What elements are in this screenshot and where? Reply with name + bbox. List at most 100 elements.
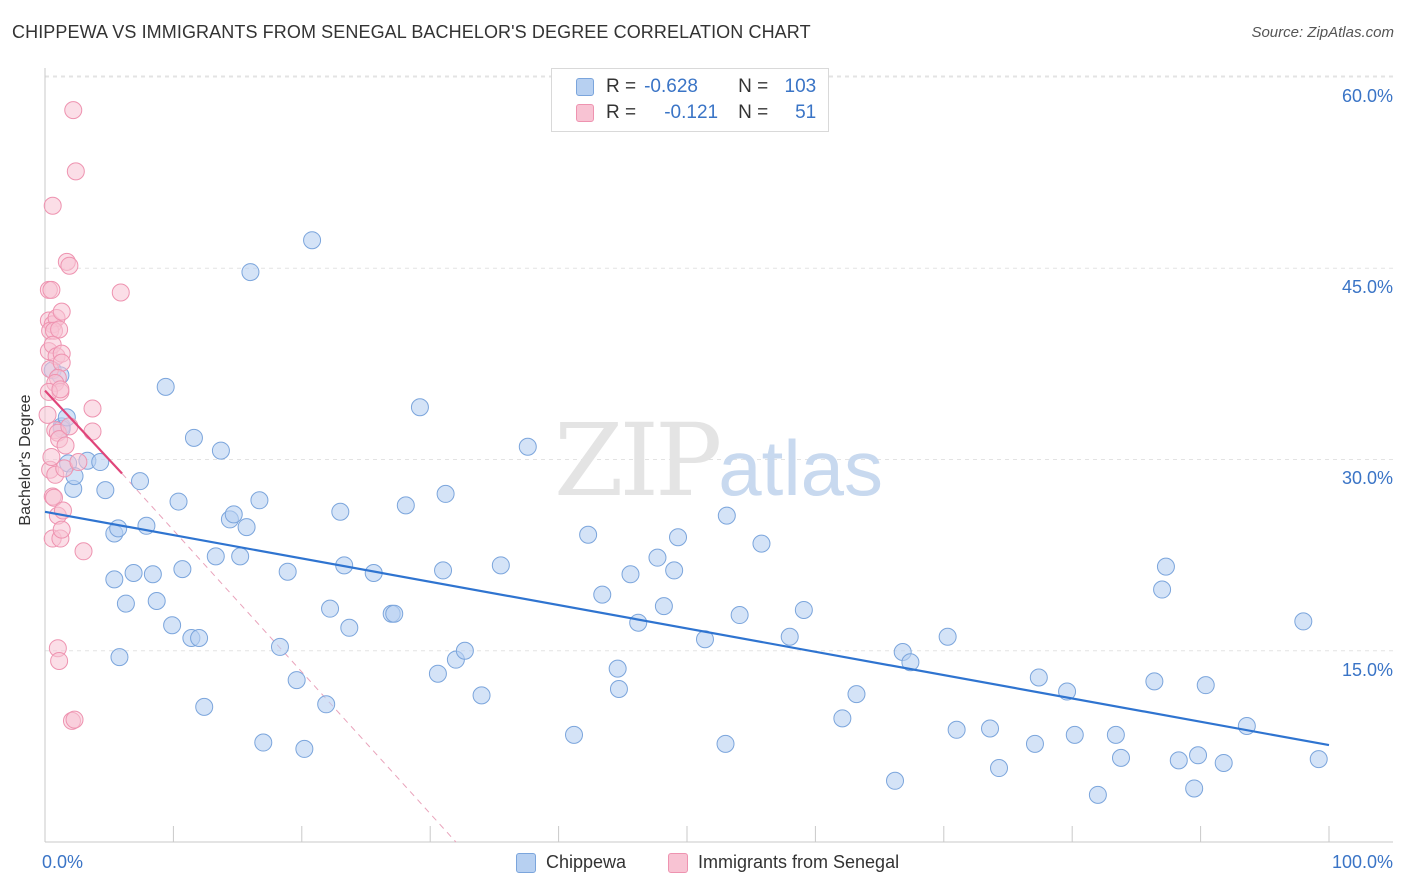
senegal-point-5 [52, 302, 71, 321]
chippewa-point-52 [410, 398, 429, 417]
chippewa-point-85 [947, 720, 966, 739]
chippewa-point-78 [794, 600, 813, 619]
chippewa-point-104 [1294, 612, 1313, 631]
bottom-legend-label-chippewa: Chippewa [546, 852, 627, 872]
chippewa-point-71 [669, 528, 688, 547]
legend-r-value-chippewa: -0.628 [644, 76, 698, 97]
senegal-point-39 [60, 256, 79, 275]
y-tick-label-30: 30.0% [1341, 468, 1393, 488]
chippewa-point-54 [434, 561, 453, 580]
chippewa-point-51 [396, 496, 415, 515]
chippewa-point-14 [110, 648, 129, 667]
chippewa-point-27 [190, 629, 209, 647]
chippewa-point-94 [1111, 748, 1130, 767]
x-tick-label-min: 0.0% [42, 852, 84, 872]
chippewa-point-77 [780, 627, 799, 646]
senegal-point-21 [56, 436, 75, 455]
legend-swatch-chippewa [576, 78, 594, 96]
chippewa-point-75 [730, 606, 749, 625]
chippewa-point-12 [109, 519, 128, 538]
chippewa-point-68 [648, 548, 667, 567]
senegal-point-49 [42, 447, 61, 466]
chippewa-point-44 [321, 599, 340, 618]
chippewa-point-26 [184, 428, 203, 447]
chippewa-point-22 [163, 616, 182, 635]
chippewa-point-35 [241, 263, 260, 282]
chippewa-point-9 [91, 453, 110, 472]
chippewa-point-10 [96, 481, 115, 500]
legend-n-value-senegal: 51 [795, 102, 817, 123]
chippewa-point-45 [331, 502, 350, 521]
chippewa-point-89 [1029, 668, 1048, 687]
senegal-points [38, 101, 130, 730]
senegal-point-22 [60, 417, 79, 436]
chart-source: Source: ZipAtlas.com [1251, 24, 1394, 41]
bottom-legend-label-senegal: Immigrants from Senegal [698, 852, 900, 872]
chippewa-point-67 [629, 613, 648, 632]
chippewa-point-61 [565, 725, 584, 744]
bottom-legend-senegal: Immigrants from Senegal [668, 852, 899, 873]
chippewa-point-63 [593, 585, 612, 604]
chippewa-point-64 [608, 659, 627, 678]
watermark-zip: ZIP [554, 402, 722, 519]
chippewa-point-28 [195, 697, 214, 716]
chippewa-point-76 [752, 534, 771, 553]
senegal-point-33 [83, 399, 102, 418]
chippewa-point-96 [1153, 580, 1172, 599]
chippewa-point-33 [231, 547, 250, 566]
chippewa-point-99 [1185, 779, 1204, 798]
bottom-legend-chippewa: Chippewa [516, 852, 626, 873]
chippewa-point-19 [143, 565, 162, 584]
chippewa-point-86 [981, 719, 1000, 738]
legend-n-value-chippewa: 103 [784, 76, 817, 97]
senegal-point-8 [50, 320, 69, 339]
chippewa-point-100 [1189, 746, 1208, 765]
chippewa-point-20 [147, 592, 166, 611]
chippewa-point-15 [116, 594, 135, 613]
chippewa-point-58 [472, 686, 491, 705]
chippewa-point-84 [938, 627, 957, 646]
bottom-legend-swatch-chippewa [516, 852, 536, 873]
senegal-point-46 [38, 405, 57, 424]
senegal-point-1 [42, 280, 61, 299]
chippewa-point-91 [1065, 725, 1084, 744]
chippewa-point-50 [385, 604, 404, 623]
y-tick-label-60: 60.0% [1341, 86, 1393, 106]
legend-r-value-senegal: -0.121 [664, 102, 719, 123]
chippewa-point-39 [278, 562, 297, 581]
chippewa-point-57 [455, 641, 474, 660]
chippewa-point-74 [717, 506, 736, 525]
chippewa-point-98 [1169, 751, 1188, 770]
chippewa-point-70 [665, 561, 684, 580]
chippewa-point-36 [250, 491, 269, 510]
senegal-point-41 [111, 283, 130, 302]
senegal-point-34 [83, 422, 102, 441]
chippewa-point-66 [621, 565, 640, 584]
chippewa-point-59 [491, 556, 510, 575]
legend-row-chippewa: R = -0.628 N = 103 [576, 75, 816, 99]
senegal-trend-dashed [121, 473, 457, 843]
legend-n-label: N = [738, 102, 769, 123]
chippewa-point-87 [990, 759, 1009, 778]
chippewa-point-53 [428, 664, 447, 683]
chippewa-point-101 [1196, 676, 1215, 695]
chippewa-point-83 [901, 653, 920, 672]
chippewa-point-13 [105, 570, 124, 589]
watermark: ZIPatlas [554, 402, 883, 519]
chippewa-point-43 [317, 695, 336, 714]
chippewa-point-29 [206, 547, 225, 566]
chippewa-point-38 [270, 637, 289, 656]
chippewa-point-105 [1309, 750, 1328, 769]
legend-n-label: N = [738, 76, 769, 97]
x-tick-label-max: 100.0% [1331, 852, 1393, 872]
chippewa-trend-line [44, 510, 1330, 747]
senegal-point-36 [66, 162, 85, 181]
chippewa-point-21 [156, 377, 175, 396]
chippewa-point-62 [579, 525, 598, 544]
chippewa-point-88 [1025, 734, 1044, 753]
chippewa-point-37 [254, 733, 273, 752]
watermark-atlas: atlas [718, 424, 884, 512]
chippewa-point-93 [1106, 725, 1125, 744]
chippewa-point-30 [211, 441, 230, 460]
